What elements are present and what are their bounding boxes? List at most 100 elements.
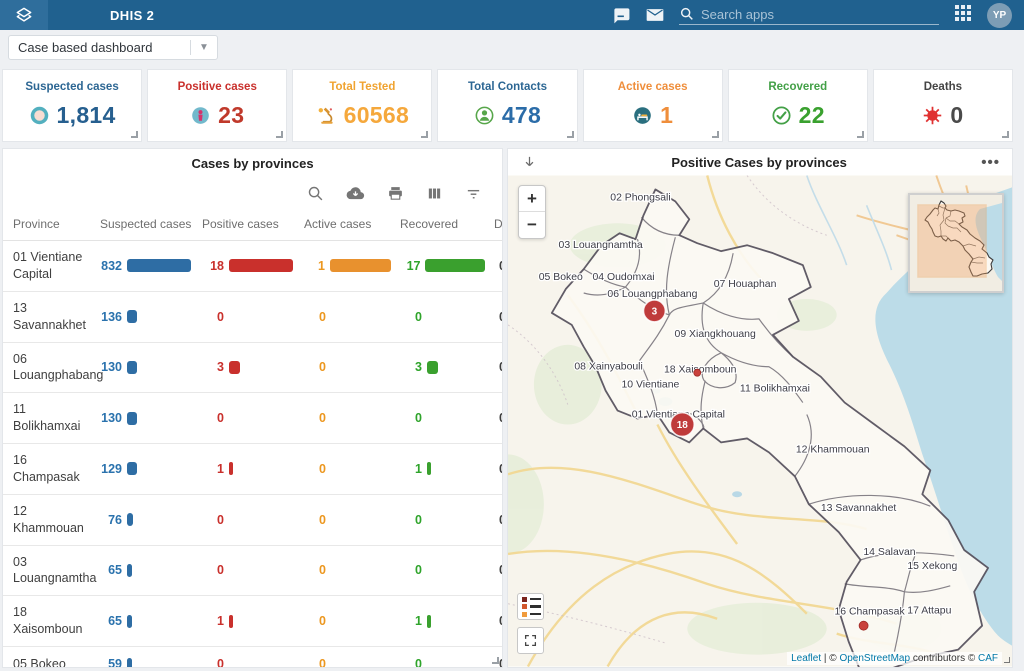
active-cell: 0 xyxy=(304,657,391,668)
value-bar xyxy=(425,259,485,272)
case-point-marker[interactable] xyxy=(859,621,868,630)
card-deaths: Deaths 0 xyxy=(873,69,1013,142)
more-options-icon[interactable]: ••• xyxy=(981,154,1000,171)
card-suspected-cases: Suspected cases 1,814 xyxy=(2,69,142,142)
card-active-cases: Active cases 1 xyxy=(583,69,723,142)
col-header-positive[interactable]: Positive cases xyxy=(193,209,295,241)
leaflet-map[interactable]: 02 Phongsali03 Louangnamtha05 Bokeo04 Ou… xyxy=(508,175,1012,667)
recovered-cell: 17 xyxy=(400,259,485,273)
cell-value: 0 xyxy=(304,310,326,324)
suspected-cell: 130 xyxy=(100,360,193,374)
leaflet-link[interactable]: Leaflet xyxy=(791,653,821,664)
resize-handle[interactable] xyxy=(276,131,283,138)
col-header-active[interactable]: Active cases xyxy=(295,209,391,241)
table-row: 01 Vientiane Capital832181170 xyxy=(3,241,503,292)
deaths-value: 0 xyxy=(494,614,503,628)
positive-cell: 0 xyxy=(202,563,295,577)
card-title: Recovered xyxy=(768,81,827,93)
card-value: 478 xyxy=(502,102,541,129)
zoom-out-button[interactable]: − xyxy=(519,212,545,238)
cell-value: 17 xyxy=(400,259,420,273)
positive-cell: 0 xyxy=(202,411,295,425)
caf-link[interactable]: CAF xyxy=(978,653,998,664)
recovered-cell: 1 xyxy=(400,614,485,628)
table-row: 16 Champasak1291010 xyxy=(3,444,503,495)
resize-handle[interactable] xyxy=(567,131,574,138)
contact-person-icon xyxy=(474,105,495,126)
province-name: 06 Louangphabang xyxy=(13,351,93,385)
cluster-count: 3 xyxy=(652,306,658,317)
value-bar xyxy=(427,361,438,374)
apps-grid-icon[interactable] xyxy=(953,5,973,25)
resize-handle[interactable] xyxy=(857,131,864,138)
mail-icon[interactable] xyxy=(645,5,665,25)
col-header-suspected[interactable]: Suspected cases xyxy=(91,209,193,241)
user-avatar[interactable]: YP xyxy=(987,3,1012,28)
cell-value: 0 xyxy=(202,513,224,527)
table-row: 13 Savannakhet1360000 xyxy=(3,291,503,342)
col-header-deaths[interactable]: Deaths xyxy=(485,209,503,241)
openstreetmap-link[interactable]: OpenStreetMap xyxy=(839,653,910,664)
resize-handle[interactable] xyxy=(421,131,428,138)
resize-handle[interactable] xyxy=(1004,657,1010,663)
cell-value: 76 xyxy=(100,513,122,527)
table-row: 12 Khammouan760000 xyxy=(3,494,503,545)
filter-icon[interactable] xyxy=(465,185,482,202)
search-icon[interactable] xyxy=(307,185,324,202)
dashboard-selector[interactable]: Case based dashboard ▼ xyxy=(8,35,218,60)
dashboard-bar: Case based dashboard ▼ xyxy=(0,30,1024,62)
table-row: 06 Louangphabang1303030 xyxy=(3,342,503,393)
cell-value: 65 xyxy=(100,563,122,577)
search-apps[interactable] xyxy=(679,6,939,25)
resize-handle[interactable] xyxy=(492,657,499,664)
cell-value: 1 xyxy=(202,462,224,476)
card-title: Active cases xyxy=(618,81,688,93)
resize-handle[interactable] xyxy=(131,131,138,138)
cluster-count: 18 xyxy=(677,420,689,431)
dhis2-logo[interactable] xyxy=(0,0,48,30)
deaths-value: 0 xyxy=(494,259,503,273)
positive-cell: 3 xyxy=(202,360,295,374)
legend-button[interactable] xyxy=(517,593,544,620)
col-header-province[interactable]: Province xyxy=(3,209,91,241)
map-attribution: Leaflet | © OpenStreetMap contributors ©… xyxy=(787,652,1002,665)
province-name: 18 Xaisomboun xyxy=(13,604,93,638)
download-icon[interactable] xyxy=(346,185,365,202)
card-positive-cases: Positive cases 23 xyxy=(147,69,287,142)
zoom-in-button[interactable]: + xyxy=(519,186,545,212)
app-title: DHIS 2 xyxy=(110,8,154,23)
print-icon[interactable] xyxy=(387,185,404,202)
recovered-cell: 0 xyxy=(400,657,485,668)
resize-handle[interactable] xyxy=(712,131,719,138)
deaths-value: 0 xyxy=(494,411,503,425)
case-cluster-marker[interactable]: 18 xyxy=(670,413,694,437)
card-total-contacts: Total Contacts 478 xyxy=(437,69,577,142)
table-header-row: Province Suspected cases Positive cases … xyxy=(3,209,503,241)
fullscreen-icon xyxy=(524,634,537,647)
province-name: 03 Louangnamtha xyxy=(13,554,93,588)
value-bar xyxy=(229,259,293,272)
view-columns-icon[interactable] xyxy=(426,185,443,202)
value-bar xyxy=(229,462,233,475)
cell-value: 0 xyxy=(202,657,224,668)
fullscreen-button[interactable] xyxy=(517,627,544,654)
search-apps-input[interactable] xyxy=(701,7,921,22)
map-province-label: 05 Bokeo xyxy=(539,272,583,283)
attribution-text: contributors © xyxy=(910,653,978,664)
minimap-canvas xyxy=(910,195,1002,291)
cell-value: 3 xyxy=(400,360,422,374)
chevron-down-icon: ▼ xyxy=(191,42,217,53)
overview-minimap[interactable] xyxy=(908,193,1004,293)
value-bar xyxy=(127,462,137,475)
case-cluster-marker[interactable]: 3 xyxy=(643,300,665,322)
cell-value: 1 xyxy=(400,462,422,476)
active-cell: 0 xyxy=(304,411,391,425)
province-name: 01 Vientiane Capital xyxy=(13,249,93,283)
col-header-recovered[interactable]: Recovered xyxy=(391,209,485,241)
table-row: 05 Bokeo590000 xyxy=(3,647,503,669)
messages-icon[interactable] xyxy=(611,5,631,25)
recovered-cell: 0 xyxy=(400,310,485,324)
resize-handle[interactable] xyxy=(1002,131,1009,138)
case-point-marker[interactable] xyxy=(694,369,701,376)
download-arrow-icon[interactable] xyxy=(522,155,537,170)
